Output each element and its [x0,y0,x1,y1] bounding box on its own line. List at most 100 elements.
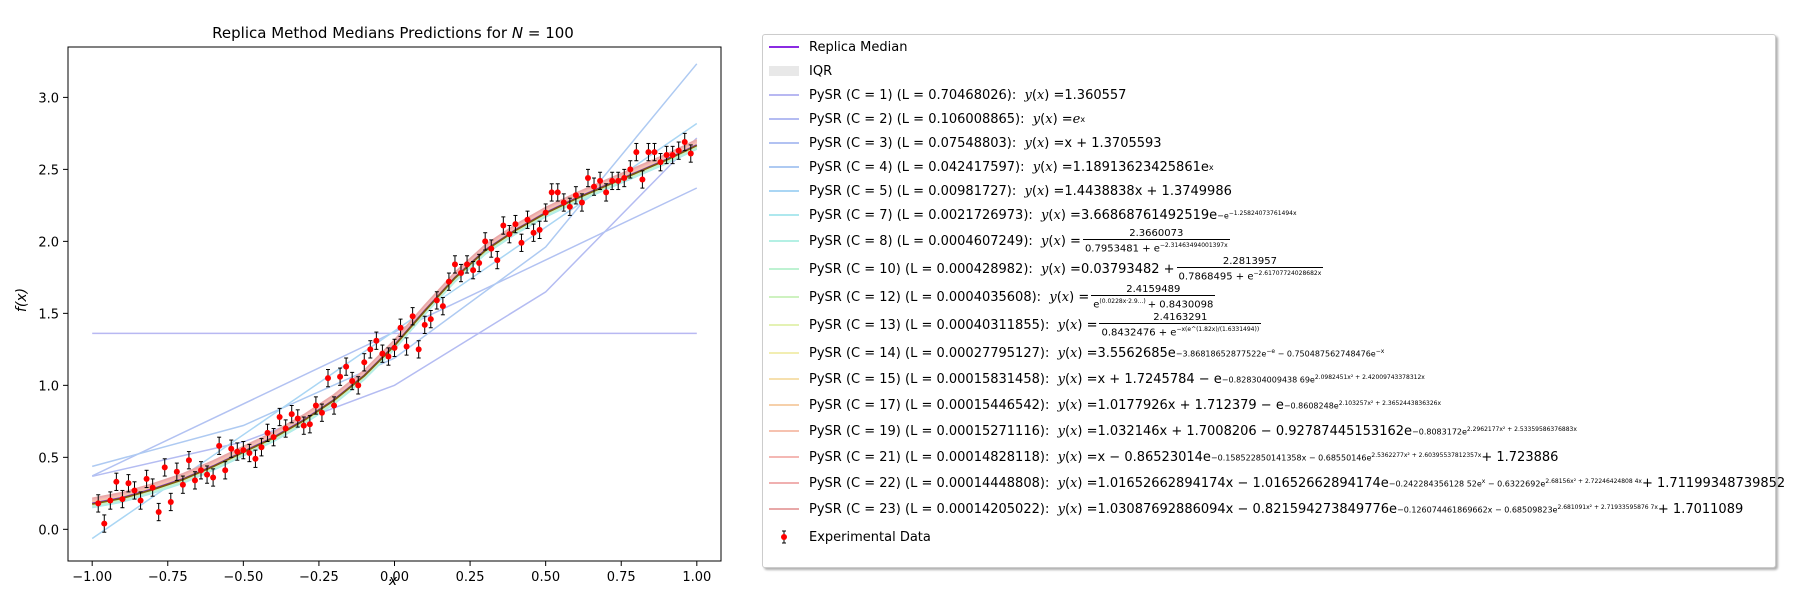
data-point [222,467,229,474]
legend-item-c14: PySR (C = 14) (L = 0.00027795127): y(x) … [763,341,1384,365]
x-tick-label: −0.75 [148,570,188,585]
legend-item-c22: PySR (C = 22) (L = 0.00014448808): y(x) … [763,471,1785,495]
data-point [173,468,180,475]
legend-handle-c17 [769,398,799,412]
data-point [639,176,646,183]
data-point [210,474,217,481]
data-point [603,189,610,196]
data-point [258,444,265,451]
data-point [488,245,495,252]
x-tick-label: −1.00 [72,570,112,585]
legend-formula-c21-exp: −0.158522850141358x − 0.68550146e [1210,453,1372,463]
data-point [331,402,338,409]
legend-formula-c17-exp2: 2.103257x² + 2.3652443836326x [1338,399,1442,407]
data-point [554,189,561,196]
data-point [458,270,465,277]
legend-formula-c23-post: + 1.7011089 [1657,501,1744,517]
y-tick-label: 1.5 [38,307,59,322]
data-point [312,402,319,409]
legend-formula-c14-exp2: −e [1266,347,1276,355]
data-point [421,321,428,328]
data-point [294,415,301,422]
data-point [337,373,344,380]
legend-label-median: Replica Median [809,39,908,55]
legend-item-c3: PySR (C = 3) (L = 0.07548803): y(x) = x … [763,131,1162,155]
x-tick-label: 0.75 [607,570,636,585]
data-point [439,303,446,310]
legend-formula-c23-exp: −0.126074461869662x − 0.68509823e [1397,505,1558,515]
data-point [252,455,259,462]
legend-formula-c22-exp: −0.242284356128 52e [1388,479,1482,489]
legend-label-c14: PySR (C = 14) (L = 0.00027795127) [809,345,1045,361]
data-point [143,475,150,482]
data-point [591,183,598,190]
x-tick-label: 0.25 [456,570,485,585]
legend-label-c19: PySR (C = 19) (L = 0.00015271116) [809,423,1045,439]
legend-label-c10: PySR (C = 10) (L = 0.000428982) [809,261,1029,277]
legend-item-c10: PySR (C = 10) (L = 0.000428982): y(x) = … [763,255,1325,283]
data-point [264,429,271,436]
legend-handle-c1 [769,88,799,102]
legend-item-c5: PySR (C = 5) (L = 0.00981727): y(x) = 1.… [763,179,1232,203]
data-point [482,238,489,245]
data-point [119,496,126,503]
legend-label-experimental: Experimental Data [809,529,931,545]
legend-item-c17: PySR (C = 17) (L = 0.00015446542): y(x) … [763,393,1441,417]
legend-label-c1: PySR (C = 1) (L = 0.70468026) [809,87,1012,103]
legend-handle-c15 [769,372,799,386]
data-point [282,425,289,432]
data-point [615,177,622,184]
data-point [125,480,132,487]
data-point [506,231,513,238]
legend-formula-c4-exp: x [1208,162,1214,172]
legend-formula-c14-exp: −3.86818652877522e [1175,349,1267,359]
legend-label-c15: PySR (C = 15) (L = 0.00015831458) [809,371,1045,387]
legend-label-c5: PySR (C = 5) (L = 0.00981727) [809,183,1012,199]
data-point [681,139,688,146]
legend-label-c2: PySR (C = 2) (L = 0.106008865) [809,111,1021,127]
legend-formula-c10-den-exp: −2.61707724028682x [1253,269,1322,277]
legend-label-c13: PySR (C = 13) (L = 0.00040311855) [809,317,1045,333]
x-tick-label: −0.50 [223,570,263,585]
data-point [367,346,374,353]
data-point [530,229,537,236]
data-point [512,221,519,228]
data-point [300,422,307,429]
data-point [324,375,331,382]
y-tick-label: 0.5 [38,451,59,466]
data-point [409,313,416,320]
legend-handle-c22 [769,476,799,490]
data-point [246,450,253,457]
data-point [131,487,138,494]
data-point [361,359,368,366]
data-point [687,150,694,157]
legend-formula-c15: x + 1.7245784 − e [1097,371,1222,387]
data-point [524,216,531,223]
legend-formula-c1: 1.360557 [1064,87,1127,103]
legend-handle-c21 [769,450,799,464]
legend-item-c2: PySR (C = 2) (L = 0.106008865): y(x) = e… [763,107,1085,131]
data-point [675,147,682,154]
plot-area: Replica Method Medians Predictions for N… [14,24,722,589]
legend-item-c21: PySR (C = 21) (L = 0.00014828118): y(x) … [763,445,1558,469]
legend-formula-c13-num: 2.4163291 [1153,311,1208,323]
legend-item-c23: PySR (C = 23) (L = 0.00014205022): y(x) … [763,497,1743,521]
data-point [270,434,277,441]
data-point [95,500,102,507]
legend-item-experimental: Experimental Data [763,525,931,549]
data-point [155,509,162,516]
legend-handle-c12 [769,290,799,304]
y-tick-label: 2.5 [38,163,59,178]
data-point [633,149,640,156]
legend-handle-c19 [769,424,799,438]
data-point [584,175,591,182]
data-point [669,151,676,158]
legend-formula-c8: 2.3660073 0.7953481 + e−2.31463494001397x [1082,228,1230,254]
data-point [566,203,573,210]
data-point [318,409,325,416]
data-point [113,478,120,485]
data-point [433,297,440,304]
data-point [288,411,295,418]
legend-label-iqr: IQR [809,63,833,79]
